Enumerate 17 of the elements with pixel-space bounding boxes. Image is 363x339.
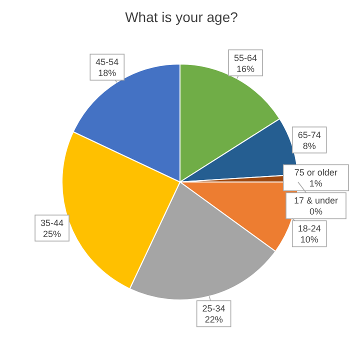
data-label: 1% xyxy=(309,178,322,189)
data-label: 16% xyxy=(236,64,255,74)
slice-label: 65-74 xyxy=(298,130,321,140)
text: 0% xyxy=(309,206,323,217)
slice-label: 18-24 xyxy=(298,224,321,234)
data-label: 22% xyxy=(204,314,223,325)
category-label: 17 & under xyxy=(294,196,338,206)
slice-label: 45-54 xyxy=(96,57,119,68)
chart-title: What is your age? xyxy=(125,9,238,25)
slice-label: 35-44 xyxy=(40,218,64,228)
slice-label: 25-34 xyxy=(202,304,226,314)
data-label: 18% xyxy=(98,68,116,78)
data-label: 10% xyxy=(300,234,318,245)
data-label: 8% xyxy=(302,140,316,151)
slice-label: 55-64 xyxy=(234,52,258,63)
data-label: 25% xyxy=(43,229,62,240)
slice-label: 75 or older xyxy=(294,168,338,178)
